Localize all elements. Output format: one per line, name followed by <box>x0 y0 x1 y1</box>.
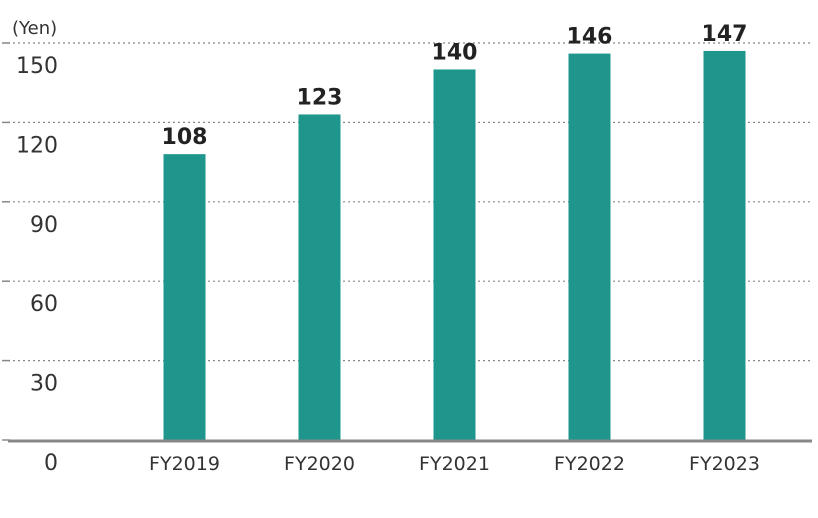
x-tick-label: FY2020 <box>284 453 355 475</box>
bar <box>568 53 611 440</box>
bar <box>703 50 746 440</box>
value-label: 123 <box>297 85 343 110</box>
value-label: 146 <box>567 25 613 50</box>
bar <box>163 154 206 440</box>
x-tick-label: FY2023 <box>689 453 760 475</box>
y-tick-label: 30 <box>30 372 58 397</box>
value-label: 140 <box>432 40 478 65</box>
y-tick-label: 90 <box>30 213 58 238</box>
y-tick-label: 120 <box>16 133 58 158</box>
value-label: 108 <box>162 125 208 150</box>
x-tick-label: FY2021 <box>419 453 490 475</box>
y-tick-label: 0 <box>44 451 58 476</box>
bar <box>433 69 476 440</box>
x-tick-label: FY2019 <box>149 453 220 475</box>
x-tick-label: FY2022 <box>554 453 625 475</box>
y-axis-label: (Yen) <box>12 18 57 39</box>
value-label: 147 <box>702 22 748 47</box>
y-tick-label: 150 <box>16 54 58 79</box>
y-tick-label: 60 <box>30 292 58 317</box>
bar <box>298 114 341 441</box>
